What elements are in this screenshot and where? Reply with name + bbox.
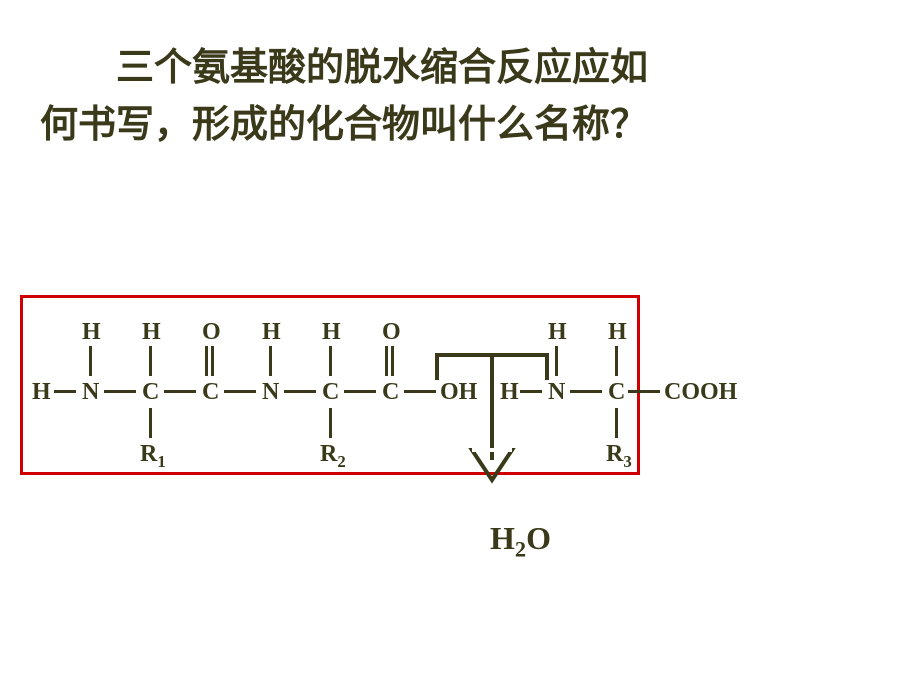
title-line1: 三个氨基酸的脱水缩合反应应如	[40, 47, 648, 89]
bond	[615, 408, 618, 438]
atom-cooh: COOH	[664, 380, 737, 404]
double-bond	[205, 346, 214, 376]
double-bond	[385, 346, 394, 376]
atom-h-top-c1: H	[142, 320, 161, 344]
atom-n1: N	[82, 380, 99, 404]
atom-h-top-n1: H	[82, 320, 101, 344]
bond	[344, 390, 376, 393]
bond	[104, 390, 136, 393]
bond	[628, 390, 660, 393]
bond	[570, 390, 602, 393]
atom-c-carbonyl2: C	[382, 380, 399, 404]
bond	[224, 390, 256, 393]
bond	[269, 346, 272, 376]
bond	[284, 390, 316, 393]
atom-r2: R2	[320, 442, 346, 471]
atom-r1: R1	[140, 442, 166, 471]
question-title: 三个氨基酸的脱水缩合反应应如 何书写，形成的化合物叫什么名称？	[40, 40, 880, 154]
atom-c-alpha1: C	[142, 380, 159, 404]
bond	[329, 408, 332, 438]
atom-h-top-c2: H	[322, 320, 341, 344]
atom-h-top-c3: H	[608, 320, 627, 344]
atom-h-top-n3: H	[548, 320, 567, 344]
bond	[329, 346, 332, 376]
bond	[555, 346, 558, 376]
atom-c-alpha2: C	[322, 380, 339, 404]
atom-o-carbonyl1: O	[202, 320, 221, 344]
atom-c-alpha3: C	[608, 380, 625, 404]
atom-c-carbonyl1: C	[202, 380, 219, 404]
water-loss-arrow-icon	[432, 350, 552, 490]
bond	[149, 408, 152, 438]
bond	[164, 390, 196, 393]
bond	[149, 346, 152, 376]
atom-r3: R3	[606, 442, 632, 471]
atom-h-top-n2: H	[262, 320, 281, 344]
atom-n2: N	[262, 380, 279, 404]
bond	[615, 346, 618, 376]
bond	[89, 346, 92, 376]
bond	[54, 390, 76, 393]
atom-h-terminal: H	[32, 380, 51, 404]
water-formula: H2O	[490, 520, 551, 562]
title-line2: 何书写，形成的化合物叫什么名称？	[40, 104, 648, 146]
atom-o-carbonyl2: O	[382, 320, 401, 344]
chemical-structure-diagram: H N H C H R1 C O N H C H R2 C O OH H N H…	[20, 280, 900, 540]
